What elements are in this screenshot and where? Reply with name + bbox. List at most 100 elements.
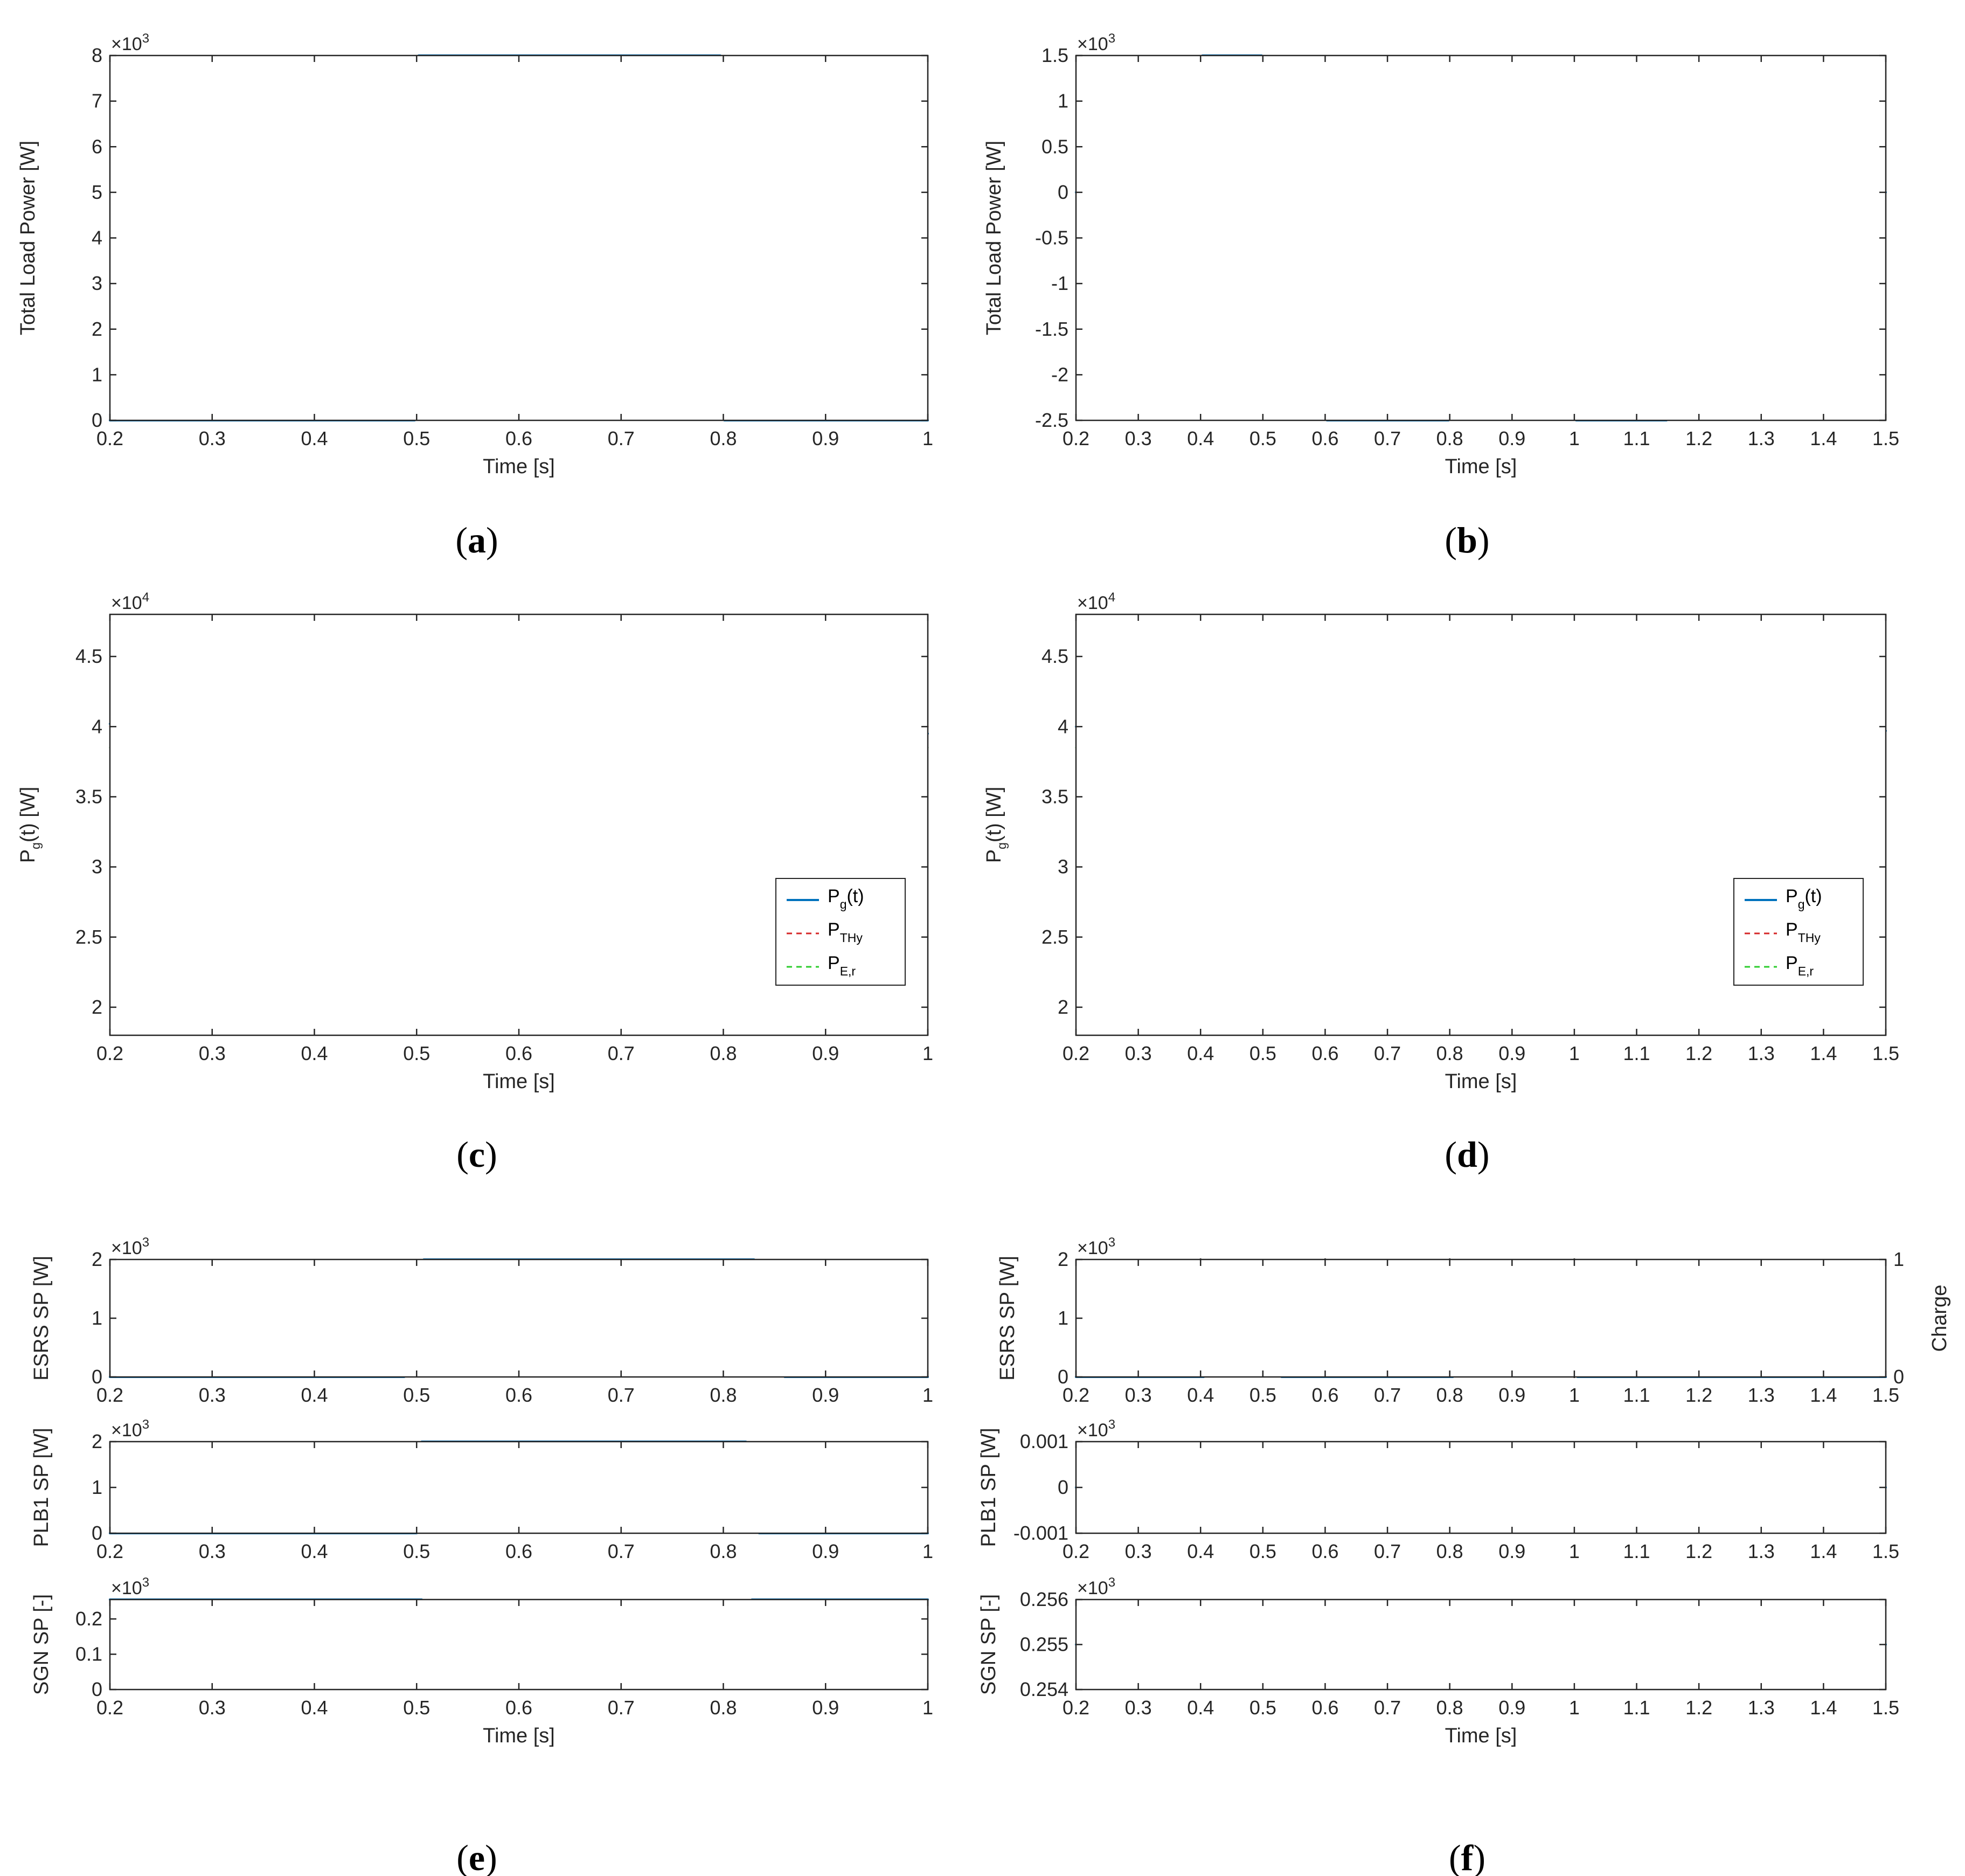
y-tick-label: 1 <box>92 363 102 385</box>
y-tick-label: 4 <box>1058 715 1068 737</box>
y-tick-label: 5 <box>92 181 102 203</box>
y-tick-label: 1 <box>1058 90 1068 112</box>
ticks: 0.2 0.3 0.4 0.5 0.6 0.7 0.8 0.9 1 1.1 1.2 1.3 1.4 1.5… <box>1041 614 1899 1064</box>
x-tick-label: 0.9 <box>812 1540 839 1562</box>
x-tick-label: 0.8 <box>1436 427 1463 449</box>
x-tick-label: 0.8 <box>710 1697 737 1719</box>
y-tick-label: 1 <box>92 1307 102 1329</box>
x-tick-label: 0.3 <box>1125 427 1152 449</box>
x-tick-label: 0.8 <box>710 1384 737 1406</box>
y-tick-label: 1 <box>92 1476 102 1498</box>
x-tick-label: 0.3 <box>199 1042 226 1064</box>
x-tick-label: 1 <box>922 1384 933 1406</box>
y-tick-label: 0 <box>1058 1366 1068 1388</box>
x-tick-label: 1 <box>1569 1540 1580 1562</box>
y-tick-label: 3.5 <box>1041 785 1068 807</box>
x-tick-label: 0.8 <box>1436 1042 1463 1064</box>
x-tick-label: 1.3 <box>1748 1697 1775 1719</box>
x-tick-label: 1.5 <box>1872 427 1899 449</box>
axes-frame <box>1075 1441 1887 1534</box>
x-tick-label: 1.3 <box>1748 1042 1775 1064</box>
axes-frame <box>1075 1598 1887 1691</box>
x-tick-label: 0.3 <box>199 1540 226 1562</box>
x-tick-label: 1.5 <box>1872 1697 1899 1719</box>
x-tick-label: 1 <box>922 1042 933 1064</box>
y-tick-label: 0.001 <box>1020 1430 1068 1452</box>
axis-exponent: ×103 <box>111 1417 149 1441</box>
chart-panel-d: 0.2 0.3 0.4 0.5 0.6 0.7 0.8 0.9 1 1.1 1.2 1.3 1.4 1.5… <box>983 590 1899 1093</box>
x-tick-label: 0.9 <box>812 1697 839 1719</box>
x-tick-label: 0.8 <box>1436 1540 1463 1562</box>
x-tick-label: 0.4 <box>1187 1042 1214 1064</box>
x-tick-label: 1.1 <box>1623 1697 1650 1719</box>
x-tick-label: 0.8 <box>710 427 737 449</box>
x-tick-label: 0.2 <box>96 1384 123 1406</box>
y-tick-label: 2 <box>92 1248 102 1270</box>
y-tick-label: 3.5 <box>75 785 102 807</box>
x-tick-label: 0.5 <box>1249 1384 1276 1406</box>
x-tick-label: 1.3 <box>1748 1540 1775 1562</box>
x-tick-label: 0.6 <box>1311 1384 1338 1406</box>
axes-frame <box>109 54 929 421</box>
x-tick-label: 0.3 <box>1125 1042 1152 1064</box>
y-tick-label: 8 <box>92 44 102 66</box>
y-tick-label: 0 <box>92 1522 102 1544</box>
legend-entry: Pg(t) <box>1786 886 1822 911</box>
x-tick-label: 0.7 <box>1374 1384 1401 1406</box>
x-tick-label: 1.2 <box>1685 1384 1712 1406</box>
axis-exponent: ×103 <box>1077 1575 1115 1598</box>
y-tick-label: 2 <box>92 1430 102 1452</box>
x-tick-label: 1.4 <box>1810 1384 1837 1406</box>
y-tick-label: 0.255 <box>1020 1633 1068 1656</box>
x-tick-label: 0.3 <box>199 1384 226 1406</box>
x-tick-label: 1.5 <box>1872 1042 1899 1064</box>
x-tick-label: 0.2 <box>1063 1042 1089 1064</box>
ticks: 0.2 0.3 0.4 0.5 0.6 0.7 0.8 0.9 1 2 2.5 3 3.5 4 4.5 <box>75 614 933 1064</box>
chart-panel-a: 0.2 0.3 0.4 0.5 0.6 0.7 0.8 0.9 1 0 1 2 3 4 5 6 7 8 ×103 Ti… <box>17 31 933 478</box>
x-tick-label: 1 <box>1569 427 1580 449</box>
x-tick-label: 0.2 <box>1063 1384 1089 1406</box>
x-tick-label: 1 <box>922 427 933 449</box>
ticks: 0.2 0.3 0.4 0.5 0.6 0.7 0.8 0.9 1 1.1 1.2 1.3 1.4 1.5… <box>1058 1248 1904 1406</box>
legend-entry: Pg(t) <box>828 886 864 911</box>
y-tick-label: -0.001 <box>1013 1522 1068 1544</box>
y-axis-label: Total Load Power [W] <box>17 141 39 335</box>
x-tick-label: 0.4 <box>1187 1540 1214 1562</box>
x-tick-label: 0.4 <box>1187 1697 1214 1719</box>
x-tick-label: 0.5 <box>1249 1540 1276 1562</box>
y-tick-label: 0 <box>92 1678 102 1700</box>
x-tick-label: 0.6 <box>1311 1540 1338 1562</box>
legend: Pg(t) PTHy PE,r <box>775 878 906 986</box>
chart-panel-f-plb1: 0.2 0.3 0.4 0.5 0.6 0.7 0.8 0.9 1 1.1 1.2 1.3 1.4 1.5… <box>977 1417 1899 1562</box>
axes-frame <box>109 1441 929 1534</box>
x-tick-label: 1.5 <box>1872 1540 1899 1562</box>
y-axis-label: Pg(t) [W] <box>17 787 43 863</box>
y-tick-label: -0.5 <box>1035 227 1068 249</box>
x-tick-label: 0.9 <box>1498 427 1525 449</box>
x-tick-label: 0.4 <box>301 1540 328 1562</box>
chart-panel-f-sgn: 0.2 0.3 0.4 0.5 0.6 0.7 0.8 0.9 1 1.1 1.2 1.3 1.4 1.5… <box>977 1575 1899 1747</box>
x-tick-label: 0.5 <box>403 1384 430 1406</box>
y-tick-label: 0 <box>92 409 102 431</box>
x-tick-label: 0.3 <box>199 1697 226 1719</box>
y-tick-label: 2 <box>1058 1248 1068 1270</box>
x-tick-label: 0.6 <box>505 1384 532 1406</box>
x-tick-label: 1.2 <box>1685 1540 1712 1562</box>
y-tick-label: 4.5 <box>1041 645 1068 667</box>
x-tick-label: 0.5 <box>403 1697 430 1719</box>
x-tick-label: 0.4 <box>301 427 328 449</box>
axes-frame <box>109 1598 929 1691</box>
y-tick-label: 0.256 <box>1020 1588 1068 1610</box>
x-tick-label: 1 <box>922 1540 933 1562</box>
x-tick-label: 0.8 <box>1436 1384 1463 1406</box>
axes-frame <box>109 1258 929 1378</box>
x-tick-label: 0.8 <box>710 1042 737 1064</box>
y-axis-label: Total Load Power [W] <box>983 141 1005 335</box>
x-tick-label: 0.3 <box>199 427 226 449</box>
y-right-tick-label: 1 <box>1893 1248 1904 1270</box>
x-tick-label: 0.5 <box>1249 1042 1276 1064</box>
chart-panel-b: 0.2 0.3 0.4 0.5 0.6 0.7 0.8 0.9 1 1.1 1.2 1.3 1.4 1.5… <box>983 31 1899 478</box>
x-tick-label: 1 <box>1569 1384 1580 1406</box>
ticks: 0.2 0.3 0.4 0.5 0.6 0.7 0.8 0.9 1 0 1 2 <box>92 1248 933 1406</box>
